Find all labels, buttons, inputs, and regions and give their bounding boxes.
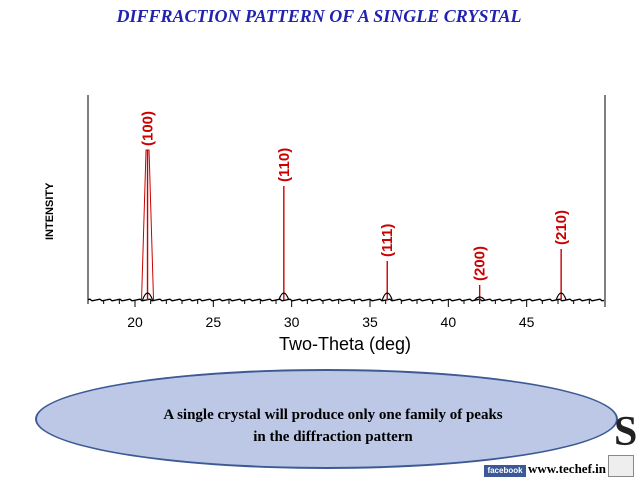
peak-envelope: [141, 149, 155, 301]
peak-label: (110): [276, 148, 293, 182]
x-tick-label: 40: [441, 314, 457, 330]
callout-line-1: A single crystal will produce only one f…: [163, 407, 503, 423]
x-axis-label: Two-Theta (deg): [279, 334, 411, 354]
peak-label: (100): [140, 111, 157, 146]
peak-label: (210): [553, 210, 570, 245]
peak-label: (111): [379, 224, 396, 257]
baseline-trace: [87, 298, 605, 302]
x-tick-label: 20: [127, 314, 143, 330]
peak-profile: [278, 292, 290, 301]
callout-line-2: in the diffraction pattern: [253, 429, 413, 445]
callout-text: A single crystal will produce only one f…: [98, 404, 568, 448]
x-tick-label: 30: [284, 314, 300, 330]
website-link[interactable]: www.techef.in: [528, 461, 606, 476]
callout-ellipse: [35, 369, 618, 469]
x-tick-label: 35: [362, 314, 378, 330]
x-tick-label: 25: [206, 314, 222, 330]
peak-label: (200): [472, 246, 489, 281]
facebook-badge[interactable]: facebook: [484, 465, 526, 477]
peak-profile: [474, 296, 486, 301]
peak-profile: [555, 292, 567, 301]
brand-logo-icon: S: [614, 409, 638, 455]
techef-logo-icon: [608, 455, 634, 477]
diffraction-chart: (100) (110) (111) (200) (210) 20 25 30 35 40 45 T…: [87, 95, 606, 354]
slide-title: DIFFRACTION PATTERN OF A SINGLE CRYSTAL: [116, 6, 522, 26]
peak-profile: [381, 292, 393, 301]
peak-profile: [141, 292, 154, 301]
x-tick-label: 45: [519, 314, 535, 330]
